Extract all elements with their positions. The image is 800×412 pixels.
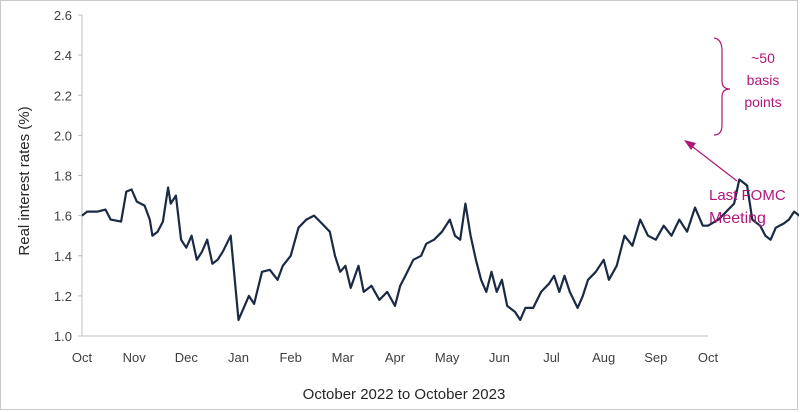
y-axis-title: Real interest rates (%) bbox=[16, 106, 33, 255]
x-tick-label: May bbox=[435, 350, 460, 365]
series-line bbox=[81, 178, 799, 321]
x-tick-label: Dec bbox=[175, 350, 199, 365]
annotation-arrow bbox=[688, 143, 738, 182]
x-tick-label: Oct bbox=[72, 350, 93, 365]
annotation-bracket bbox=[713, 37, 731, 136]
y-tick-label: 2.4 bbox=[54, 48, 72, 63]
x-tick-label: Apr bbox=[385, 350, 406, 365]
y-tick-label: 1.2 bbox=[54, 289, 72, 304]
bracket-label-line3: points bbox=[744, 94, 781, 110]
x-tick-label: Nov bbox=[123, 350, 147, 365]
y-tick-label: 2.2 bbox=[54, 88, 72, 103]
y-tick-label: 1.4 bbox=[54, 249, 72, 264]
bracket-label-line2: basis bbox=[747, 72, 780, 88]
bracket-label: ~50 basis points bbox=[744, 50, 781, 110]
x-tick-label: Sep bbox=[644, 350, 667, 365]
x-tick-label: Aug bbox=[592, 350, 615, 365]
x-tick-label: Jul bbox=[543, 350, 560, 365]
y-axis-ticks: 1.0 1.2 1.4 1.6 1.8 2.0 2.2 2.4 2.6 bbox=[54, 8, 82, 344]
x-tick-label: Mar bbox=[332, 350, 355, 365]
x-tick-label: Jan bbox=[228, 350, 249, 365]
x-tick-label: Feb bbox=[279, 350, 301, 365]
arrow-label: Last FOMC Meeting bbox=[709, 187, 786, 227]
arrow-label-line1: Last FOMC bbox=[709, 187, 786, 204]
x-tick-label: Jun bbox=[489, 350, 510, 365]
y-tick-label: 2.0 bbox=[54, 128, 72, 143]
annotation-arrow-head bbox=[684, 140, 696, 150]
x-axis-title: October 2022 to October 2023 bbox=[303, 386, 506, 403]
y-tick-label: 1.6 bbox=[54, 209, 72, 224]
y-tick-label: 2.6 bbox=[54, 8, 72, 23]
x-axis-ticks: Oct Nov Dec Jan Feb Mar Apr May Jun Jul Aug Sep Oct bbox=[72, 350, 719, 365]
arrow-label-line2: Meeting bbox=[709, 210, 766, 227]
y-tick-label: 1.0 bbox=[54, 329, 72, 344]
bracket-label-line1: ~50 bbox=[751, 50, 775, 66]
x-tick-label: Oct bbox=[698, 350, 719, 365]
y-tick-label: 1.8 bbox=[54, 169, 72, 184]
